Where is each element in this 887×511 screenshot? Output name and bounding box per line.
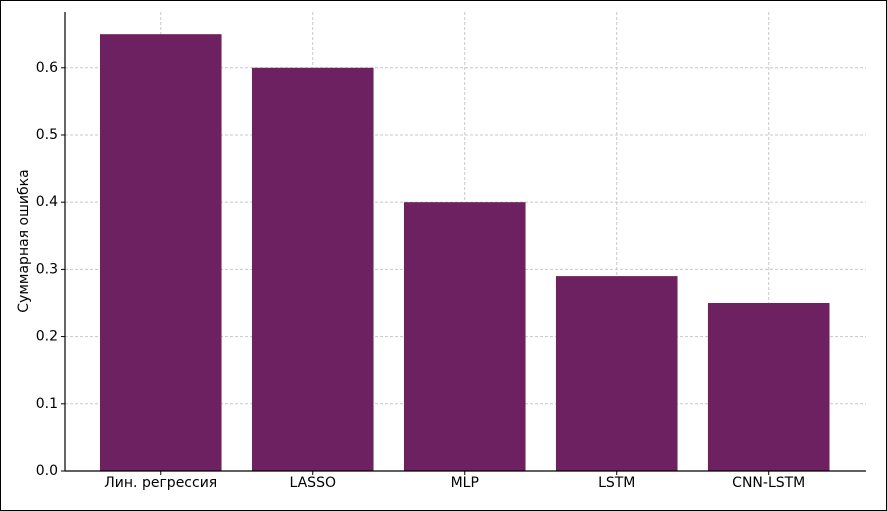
bar	[251, 67, 374, 471]
x-tick-label: LSTM	[598, 475, 635, 491]
y-tick-label: 0.1	[36, 396, 58, 412]
bar	[403, 202, 526, 471]
y-tick-label: 0.2	[36, 329, 58, 345]
y-tick-label: 0.4	[36, 194, 58, 210]
y-axis-label: Суммарная ошибка	[16, 169, 32, 312]
x-tick-label: CNN-LSTM	[732, 475, 805, 491]
x-tick-label: LASSO	[289, 475, 336, 491]
bar	[555, 276, 678, 471]
x-tick-label: Лин. регрессия	[104, 475, 217, 491]
y-tick-label: 0.6	[36, 60, 58, 76]
y-tick-label: 0.3	[36, 261, 58, 277]
x-tick-label: MLP	[451, 475, 479, 491]
bar	[707, 302, 830, 471]
y-tick-label: 0.5	[36, 127, 58, 143]
y-tick-label: 0.0	[36, 463, 58, 479]
bar	[99, 34, 222, 472]
